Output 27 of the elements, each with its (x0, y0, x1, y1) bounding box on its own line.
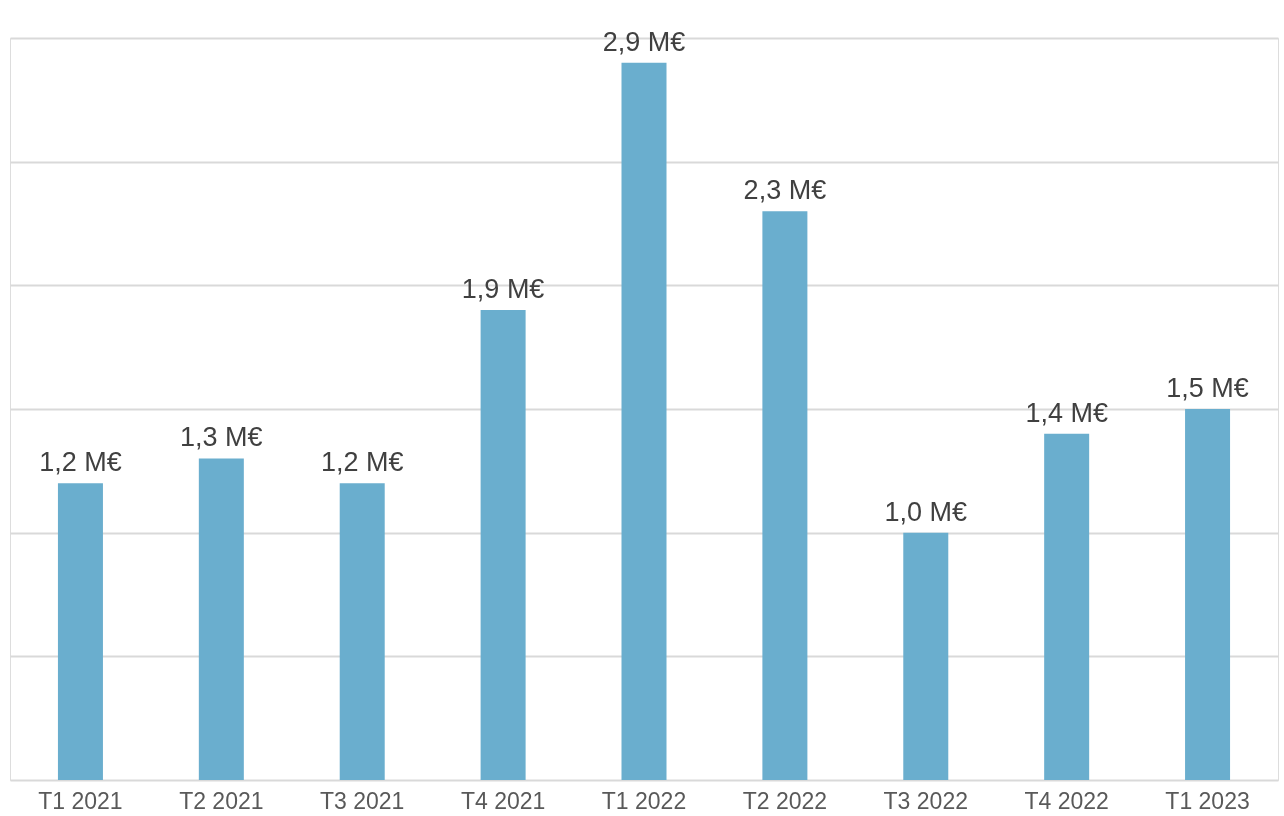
bar (1185, 409, 1231, 780)
x-tick-label: T1 2021 (38, 787, 123, 814)
data-label: 2,9 M€ (602, 26, 686, 57)
data-label: 1,3 M€ (180, 422, 263, 453)
bar (339, 483, 385, 780)
bar (621, 62, 667, 780)
data-label: 1,2 M€ (39, 447, 122, 478)
bar (198, 458, 244, 780)
x-tick-label: T3 2022 (883, 787, 968, 814)
x-tick-label: T4 2021 (460, 787, 546, 814)
bar (762, 211, 808, 780)
data-label: 2,3 M€ (743, 175, 827, 206)
x-tick-label: T4 2022 (1024, 787, 1109, 814)
data-label: 1,4 M€ (1025, 397, 1108, 428)
data-label: 1,9 M€ (461, 274, 545, 305)
data-label: 1,0 M€ (884, 496, 968, 527)
bar (57, 483, 103, 780)
x-tick-label: T1 2022 (601, 787, 687, 814)
x-tick-label: T1 2023 (1165, 787, 1250, 814)
bar (903, 532, 949, 780)
data-label: 1,5 M€ (1166, 373, 1249, 403)
data-label: 1,2 M€ (320, 447, 404, 478)
bar (480, 310, 526, 780)
x-tick-label: T2 2022 (742, 787, 828, 814)
bar (1044, 433, 1090, 780)
x-tick-label: T2 2021 (179, 787, 264, 814)
x-tick-label: T3 2021 (320, 787, 405, 814)
